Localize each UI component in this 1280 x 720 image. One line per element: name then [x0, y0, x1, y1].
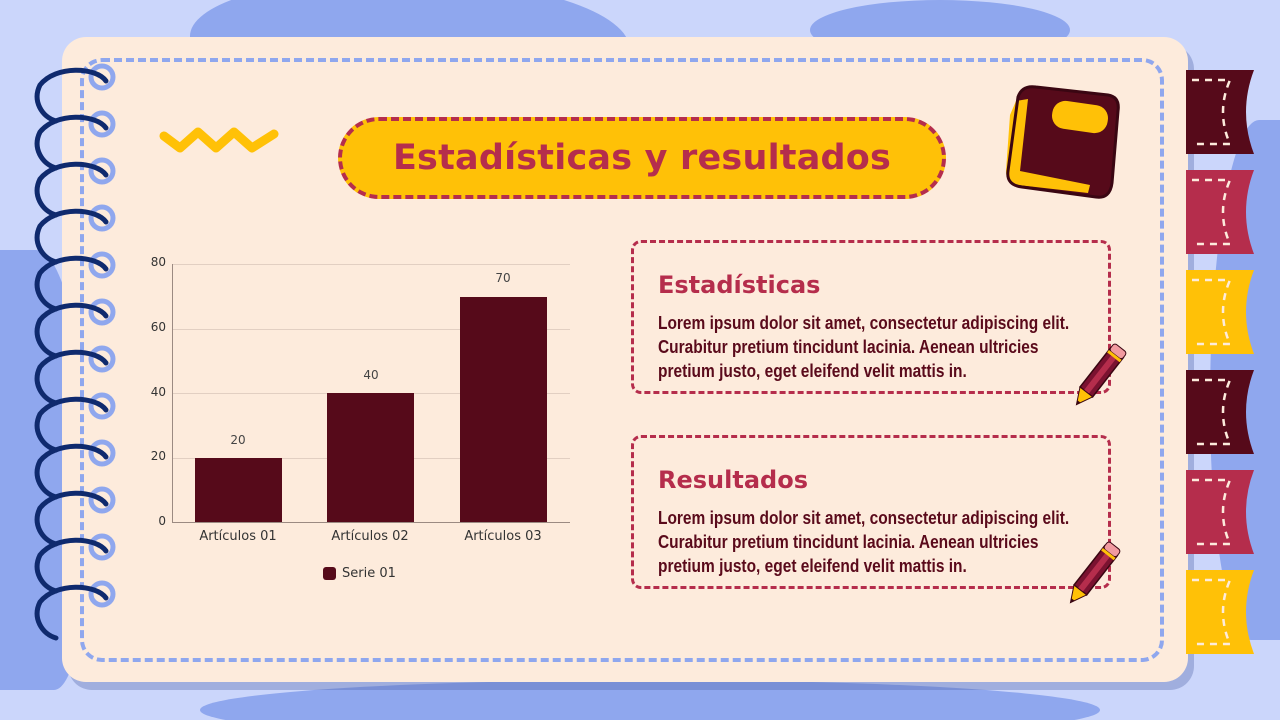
bar-articulos-02: [327, 393, 414, 522]
chart-legend: Serie 01: [323, 566, 396, 581]
bookmark-tabs: [1186, 70, 1254, 654]
card-heading: Estadísticas: [658, 271, 821, 299]
x-tick-label: Artículos 01: [199, 529, 277, 544]
data-label: 20: [230, 433, 246, 447]
gridline: [173, 329, 570, 330]
notebook-icon: [1006, 85, 1120, 199]
y-tick: 60: [150, 320, 166, 334]
legend-label: Serie 01: [342, 566, 396, 581]
bar-articulos-03: [460, 297, 547, 522]
x-axis: [173, 522, 570, 523]
background-shape: [200, 680, 1100, 720]
card-heading: Resultados: [658, 466, 808, 494]
legend-swatch: [323, 567, 336, 580]
page-title: Estadísticas y resultados: [392, 138, 892, 178]
zigzag-icon: [159, 127, 279, 153]
pencil-icon: [1069, 541, 1121, 604]
y-tick: 40: [150, 385, 166, 399]
card-body: Lorem ipsum dolor sit amet, consectetur …: [658, 508, 1070, 576]
bar-chart: 80 60 40 20 0 20 40 70 Artículos 01 Artí…: [140, 250, 580, 590]
card-body: Lorem ipsum dolor sit amet, consectetur …: [658, 313, 1070, 381]
y-axis: [172, 264, 173, 523]
x-tick-label: Artículos 02: [331, 529, 409, 544]
data-label: 40: [363, 368, 379, 382]
y-tick: 0: [158, 514, 166, 528]
card-resultados: Resultados Lorem ipsum dolor sit amet, c…: [631, 435, 1111, 589]
title-banner: Estadísticas y resultados: [338, 117, 946, 199]
bar-articulos-01: [195, 458, 282, 522]
data-label: 70: [495, 271, 511, 285]
pencil-icon: [1075, 343, 1127, 406]
card-estadisticas: Estadísticas Lorem ipsum dolor sit amet,…: [631, 240, 1111, 394]
page-dashed-border: [80, 58, 1164, 662]
gridline: [173, 264, 570, 265]
y-tick: 80: [150, 255, 166, 269]
y-tick: 20: [150, 449, 166, 463]
x-tick-label: Artículos 03: [464, 529, 542, 544]
spiral-binding-icon: [34, 63, 116, 641]
